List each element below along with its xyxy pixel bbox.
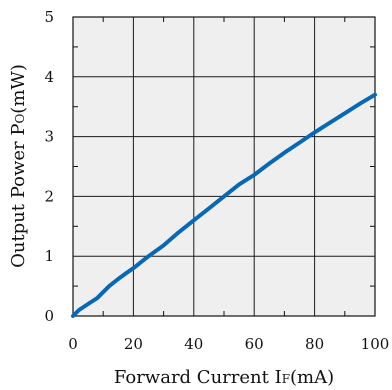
x-tick-label: 20: [124, 335, 143, 353]
x-tick-label: 80: [305, 335, 324, 353]
x-tick-labels: 0 20 40 60 80 100: [68, 335, 389, 353]
x-tick-label: 60: [245, 335, 264, 353]
ticks: [73, 17, 375, 316]
y-tick-label: 1: [44, 247, 54, 265]
y-axis-title: Output Power PO(mW): [8, 64, 29, 268]
plot-area: [73, 17, 375, 316]
y-tick-label: 3: [44, 128, 54, 146]
y-tick-label: 4: [44, 68, 54, 86]
y-tick-labels: 0 1 2 3 4 5: [44, 8, 54, 325]
y-tick-label: 5: [44, 8, 54, 26]
x-tick-label: 40: [184, 335, 203, 353]
x-axis-title: Forward Current IF(mA): [114, 367, 334, 388]
series-group: [71, 92, 377, 318]
y-tick-label: 0: [44, 307, 54, 325]
y-tick-label: 2: [44, 187, 54, 205]
x-tick-label: 0: [68, 335, 78, 353]
series-line: [71, 92, 377, 318]
x-tick-label: 100: [361, 335, 390, 353]
